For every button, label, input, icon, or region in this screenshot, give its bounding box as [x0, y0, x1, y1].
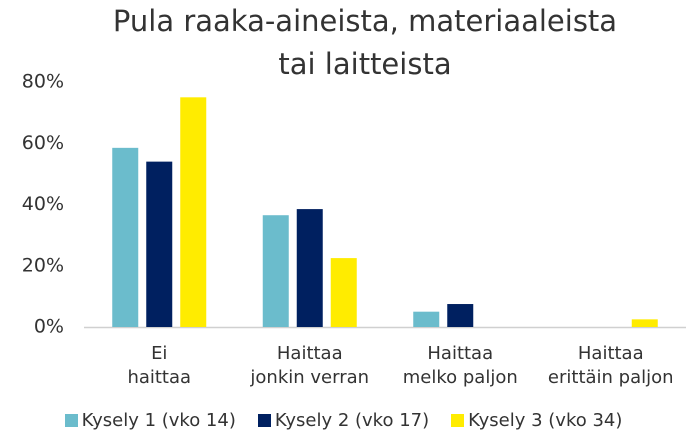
x-tick-label: Haittaa jonkin verran	[250, 343, 370, 388]
legend-label: Kysely 3 (vko 34)	[468, 410, 623, 431]
legend-swatch	[257, 414, 271, 427]
legend-item: Kysely 1 (vko 14)	[64, 410, 236, 431]
bar	[180, 97, 207, 327]
bar	[112, 147, 139, 327]
y-tick-label: 20%	[22, 254, 64, 276]
bar	[330, 258, 357, 327]
bar	[262, 215, 289, 327]
bar	[296, 209, 323, 327]
legend-item: Kysely 2 (vko 17)	[257, 410, 430, 431]
legend-swatch	[451, 414, 465, 427]
bar	[631, 319, 658, 327]
bar	[447, 304, 474, 327]
legend-swatch	[64, 414, 78, 427]
y-tick-label: 40%	[22, 193, 64, 215]
x-tick-label: Ei haittaa	[127, 343, 192, 388]
x-tick-label: Haittaa erittäin paljon	[547, 343, 674, 388]
y-tick-label: 0%	[34, 316, 64, 338]
legend: Kysely 1 (vko 14) Kysely 2 (vko 17) Kysely…	[0, 410, 687, 431]
bar	[413, 311, 440, 327]
legend-label: Kysely 2 (vko 17)	[274, 410, 430, 431]
y-tick-label: 80%	[22, 71, 64, 93]
legend-item: Kysely 3 (vko 34)	[451, 410, 622, 431]
legend-label: Kysely 1 (vko 14)	[81, 410, 236, 431]
chart-title: Pula raaka-aineista, materiaaleista tai …	[112, 4, 618, 81]
x-tick-label: Haittaa melko paljon	[402, 343, 518, 388]
bar	[146, 161, 173, 327]
y-tick-label: 60%	[22, 132, 64, 154]
